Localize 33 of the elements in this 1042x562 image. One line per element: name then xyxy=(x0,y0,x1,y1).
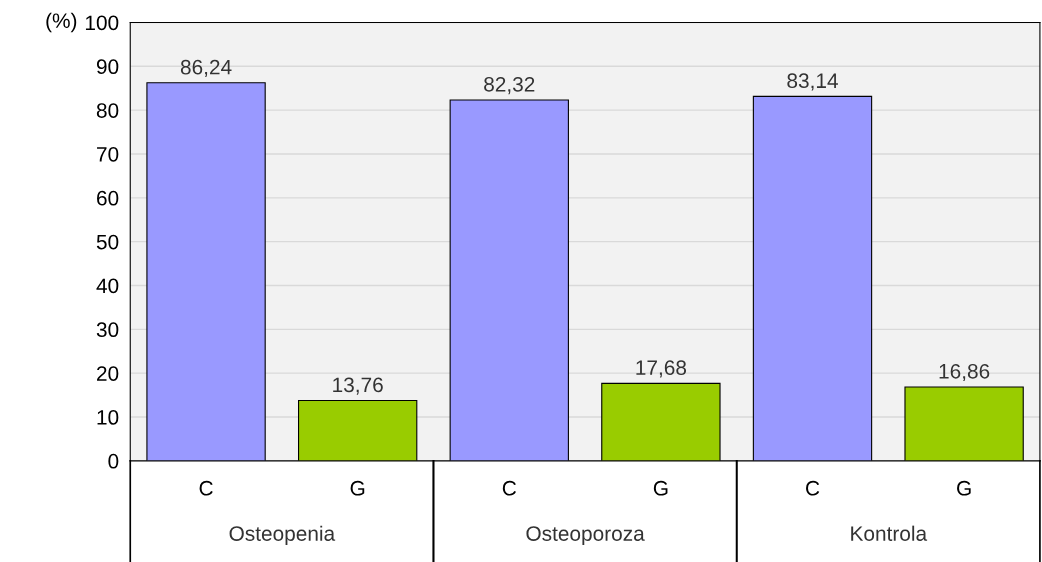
x-tick-label: C xyxy=(806,480,820,496)
x-tick-label: G xyxy=(957,480,971,496)
y-axis-title: (%) xyxy=(46,12,77,33)
x-tick-label: G xyxy=(653,480,668,496)
y-tick-label: 60 xyxy=(97,190,119,206)
bar xyxy=(297,399,418,461)
data-label: 82,32 xyxy=(484,76,535,95)
bar xyxy=(752,95,873,461)
data-label: 86,24 xyxy=(180,59,232,77)
data-label: 83,14 xyxy=(787,73,838,91)
x-tick-label: C xyxy=(199,480,213,496)
text: Osteoporoza xyxy=(526,526,645,546)
text: Kontrola xyxy=(851,525,928,541)
bar xyxy=(146,82,266,461)
bar xyxy=(449,99,569,461)
y-tick-label: 20 xyxy=(97,366,119,381)
data-label: 16,86 xyxy=(939,363,990,382)
y-tick-label: 30 xyxy=(96,322,119,338)
x-tick-label: G xyxy=(350,480,365,496)
y-tick-label: 0 xyxy=(108,453,119,469)
data-label: 17,68 xyxy=(636,360,687,378)
bar xyxy=(904,386,1024,461)
y-tick-label: 50 xyxy=(96,234,119,250)
y-tick-label: 90 xyxy=(96,59,119,75)
data-label: 13,76 xyxy=(333,377,383,395)
y-tick-label: 100 xyxy=(85,15,119,31)
y-tick-label: 80 xyxy=(96,103,119,118)
x-tick-label: C xyxy=(502,480,517,496)
text: Osteopenia xyxy=(229,525,336,546)
y-tick-label: 40 xyxy=(96,278,119,294)
y-tick-label: 70 xyxy=(97,146,119,162)
y-tick-label: 10 xyxy=(97,410,119,425)
bar xyxy=(601,382,721,461)
